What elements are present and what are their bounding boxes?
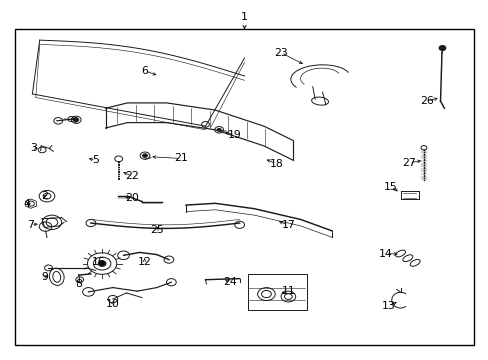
Text: 24: 24 [223,277,236,287]
Circle shape [98,261,106,266]
Text: 17: 17 [281,220,295,230]
Text: 25: 25 [149,225,163,235]
Text: 6: 6 [141,66,148,76]
Text: 23: 23 [274,48,287,58]
Circle shape [142,154,147,157]
Text: 12: 12 [138,257,151,267]
Text: 20: 20 [125,193,139,203]
Text: 5: 5 [92,155,99,165]
Ellipse shape [402,255,412,262]
Circle shape [438,45,445,50]
Text: 11: 11 [281,286,295,296]
Text: 16: 16 [91,257,105,267]
Text: 27: 27 [402,158,415,168]
Ellipse shape [395,250,405,257]
Text: 13: 13 [381,301,394,311]
Ellipse shape [409,260,419,266]
Text: 3: 3 [30,143,37,153]
Text: 22: 22 [125,171,139,181]
Ellipse shape [49,268,64,285]
Text: 26: 26 [420,96,433,106]
Text: 1: 1 [241,12,247,22]
Circle shape [217,129,221,131]
Bar [15,30,473,345]
Text: 10: 10 [106,299,120,309]
Text: 21: 21 [174,153,187,163]
Ellipse shape [53,271,61,282]
Circle shape [74,118,79,122]
Text: 9: 9 [41,272,48,282]
Text: 18: 18 [269,159,283,169]
Text: 15: 15 [383,182,397,192]
Text: 8: 8 [75,279,82,289]
Text: 2: 2 [41,191,48,201]
Text: 14: 14 [378,248,392,258]
Text: 19: 19 [227,130,241,140]
Text: 7: 7 [27,220,34,230]
Ellipse shape [311,97,328,105]
Text: 4: 4 [23,199,30,209]
FancyBboxPatch shape [247,274,306,310]
